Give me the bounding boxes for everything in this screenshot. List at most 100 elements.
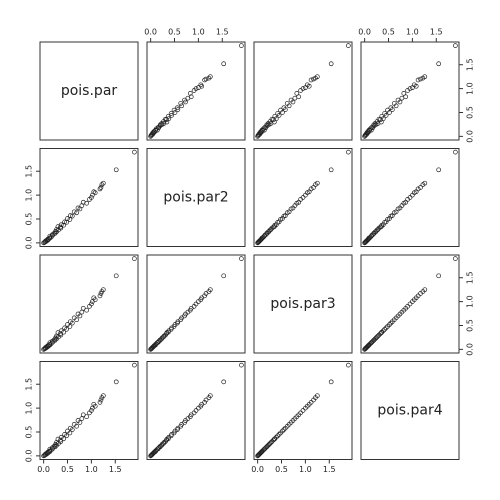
- point: [271, 437, 276, 443]
- variable-label: pois.par: [61, 83, 118, 99]
- point: [280, 428, 285, 434]
- point: [280, 216, 285, 221]
- point: [193, 86, 199, 91]
- point: [61, 329, 67, 335]
- point: [258, 450, 264, 455]
- y-tick-label: 1.0: [466, 82, 475, 95]
- point: [387, 110, 392, 115]
- x-tick-label: 1.5: [216, 28, 229, 37]
- y-tick-label: 0.0: [466, 130, 475, 143]
- point: [415, 77, 421, 83]
- point: [453, 149, 458, 155]
- point: [383, 325, 389, 331]
- point: [261, 446, 267, 452]
- panel: [360, 148, 460, 247]
- point: [89, 195, 94, 200]
- point: [239, 256, 244, 261]
- point: [272, 113, 278, 119]
- point: [55, 224, 61, 229]
- point: [97, 400, 103, 405]
- y-tick-label: 0.5: [466, 319, 475, 332]
- point: [346, 43, 351, 48]
- point: [164, 330, 170, 336]
- point: [169, 113, 174, 118]
- point: [65, 428, 70, 434]
- point: [276, 219, 282, 225]
- point: [164, 436, 170, 442]
- point: [281, 427, 287, 432]
- point: [292, 95, 298, 101]
- point: [379, 113, 385, 119]
- point: [154, 127, 160, 133]
- point: [328, 379, 334, 385]
- point: [113, 379, 119, 385]
- point: [346, 149, 351, 155]
- y-tick-label: 1.0: [466, 295, 475, 308]
- point: [71, 315, 77, 321]
- x-tick-label: 1.0: [85, 465, 98, 474]
- point: [100, 393, 106, 399]
- point: [68, 425, 73, 431]
- point: [418, 76, 423, 82]
- point: [418, 185, 423, 190]
- point: [74, 210, 79, 216]
- point: [47, 340, 53, 346]
- point: [100, 287, 106, 293]
- point: [239, 43, 244, 48]
- x-tick-label: 1.5: [109, 465, 122, 474]
- point: [328, 167, 334, 173]
- panel: [39, 148, 139, 247]
- point: [71, 421, 77, 427]
- panel: [360, 361, 460, 460]
- point: [175, 107, 181, 112]
- point: [276, 432, 282, 437]
- point: [68, 319, 73, 325]
- point: [407, 86, 413, 91]
- point: [453, 256, 458, 261]
- point: [298, 410, 303, 416]
- point: [314, 393, 320, 399]
- point: [407, 195, 413, 200]
- point: [415, 186, 421, 192]
- y-tick-label: 1.0: [25, 189, 34, 202]
- point: [172, 322, 178, 327]
- panel: [253, 254, 353, 354]
- point: [436, 273, 442, 279]
- point: [413, 83, 419, 89]
- point: [84, 200, 89, 206]
- point: [175, 105, 180, 111]
- x-tick-label: 0.5: [168, 28, 181, 37]
- point: [263, 445, 269, 451]
- point: [178, 101, 184, 106]
- point: [272, 436, 278, 442]
- point: [422, 180, 428, 186]
- x-tick-label: 0.0: [251, 465, 264, 474]
- point: [79, 309, 85, 315]
- point: [282, 107, 288, 112]
- point: [61, 222, 67, 228]
- point: [370, 338, 376, 344]
- point: [75, 311, 81, 317]
- point: [314, 180, 320, 186]
- point: [308, 400, 314, 405]
- panel: [146, 361, 246, 460]
- point: [308, 186, 314, 192]
- point: [383, 113, 389, 118]
- point: [132, 149, 137, 155]
- point: [271, 224, 277, 229]
- x-tick-label: 0.0: [144, 28, 157, 37]
- point: [172, 110, 178, 115]
- y-tick-label: 1.5: [466, 58, 475, 71]
- point: [132, 256, 137, 261]
- point: [113, 167, 119, 173]
- point: [91, 189, 97, 195]
- x-tick-label: 1.0: [192, 28, 205, 37]
- point: [207, 74, 213, 80]
- panel: [146, 148, 246, 247]
- variable-label: pois.par3: [270, 296, 335, 312]
- point: [261, 447, 266, 453]
- point: [410, 85, 415, 91]
- point: [453, 43, 458, 48]
- panel: [253, 148, 353, 247]
